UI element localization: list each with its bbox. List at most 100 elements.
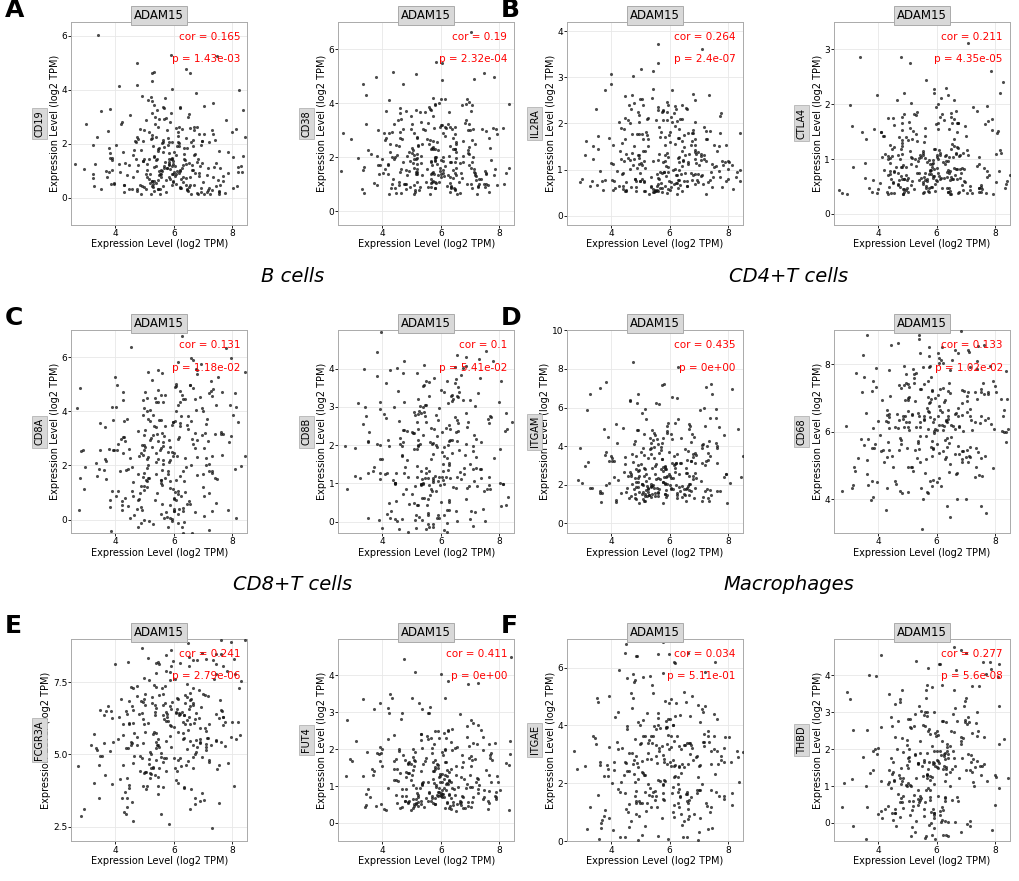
Point (619, 764, 635, 778)
Point (668, 488, 685, 502)
Point (570, 473, 586, 487)
Point (900, 742, 916, 756)
Point (443, 433, 460, 447)
Point (582, 800, 598, 814)
Point (703, 180, 719, 194)
Point (155, 780, 171, 794)
Point (425, 140, 441, 154)
Point (933, 714, 950, 728)
Point (937, 153, 954, 167)
Point (360, 433, 376, 448)
Point (631, 718, 647, 732)
Point (669, 796, 686, 811)
Point (175, 175, 192, 189)
Point (164, 151, 180, 165)
Point (947, 663, 963, 677)
Point (371, 167, 387, 181)
X-axis label: Expression Level (log2 TPM): Expression Level (log2 TPM) (91, 548, 227, 558)
Point (109, 437, 125, 451)
Point (891, 795, 907, 809)
Point (691, 758, 707, 772)
Point (160, 520, 176, 534)
Point (212, 178, 228, 192)
Point (649, 171, 665, 185)
Point (602, 77, 619, 91)
Point (593, 812, 609, 826)
Point (143, 747, 159, 761)
Point (919, 404, 935, 418)
Point (414, 741, 430, 755)
Point (390, 138, 407, 152)
Point (910, 700, 926, 714)
Point (408, 796, 424, 810)
Point (166, 446, 182, 460)
Point (470, 718, 486, 732)
Point (163, 445, 179, 459)
Point (616, 646, 633, 660)
Point (209, 762, 225, 776)
Point (663, 482, 680, 496)
Point (898, 160, 914, 174)
Point (236, 633, 253, 647)
Point (696, 419, 712, 433)
Point (139, 170, 155, 184)
Point (412, 477, 428, 491)
Point (955, 699, 971, 713)
Point (414, 478, 430, 492)
Point (426, 151, 442, 165)
Point (404, 141, 420, 155)
Point (151, 761, 167, 775)
Point (879, 443, 896, 457)
Point (378, 411, 394, 426)
Point (423, 166, 439, 180)
Point (932, 107, 949, 121)
Point (912, 172, 928, 186)
Point (497, 498, 514, 512)
Point (654, 475, 671, 489)
Point (910, 328, 926, 342)
Point (649, 100, 665, 115)
Point (633, 457, 649, 471)
Point (414, 775, 430, 789)
Point (925, 759, 942, 774)
Point (440, 434, 457, 448)
Point (899, 391, 915, 405)
Point (624, 70, 640, 84)
Point (654, 786, 671, 800)
Point (968, 392, 984, 406)
Point (917, 829, 933, 843)
Point (154, 396, 170, 410)
Point (386, 477, 403, 491)
Point (872, 774, 889, 788)
Point (200, 464, 216, 478)
Point (694, 490, 710, 504)
Point (453, 748, 470, 762)
Point (879, 410, 896, 424)
Point (933, 678, 950, 692)
Point (943, 107, 959, 121)
Point (919, 185, 935, 199)
Point (693, 149, 709, 163)
Point (698, 131, 714, 145)
Point (362, 790, 378, 804)
Point (707, 785, 723, 799)
Point (187, 733, 204, 747)
Point (937, 715, 954, 729)
Point (938, 747, 955, 761)
Point (928, 174, 945, 189)
Point (153, 472, 169, 486)
Point (153, 441, 169, 455)
Point (873, 150, 890, 164)
Point (658, 488, 675, 502)
Point (618, 485, 634, 499)
Text: cor = 0.1: cor = 0.1 (459, 340, 506, 351)
Point (923, 680, 940, 694)
Point (978, 169, 995, 183)
Point (579, 455, 595, 469)
Point (123, 737, 140, 751)
Point (363, 762, 379, 776)
Point (177, 696, 194, 710)
Point (926, 422, 943, 436)
Point (938, 153, 955, 167)
Point (460, 415, 476, 429)
